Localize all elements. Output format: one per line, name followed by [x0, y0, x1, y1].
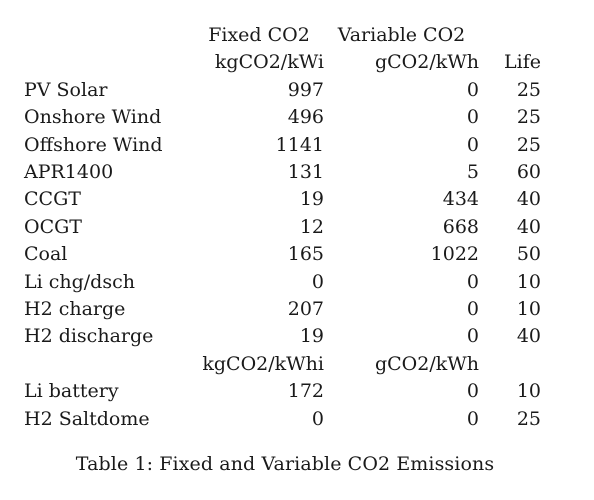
cell-technology-name: APR1400	[24, 161, 114, 184]
cell-technology-name: PV Solar	[24, 78, 108, 101]
cell-variable-co2: 0	[466, 380, 479, 403]
cell-life: 60	[516, 161, 541, 184]
cell-variable-co2: 1022	[430, 243, 479, 266]
cell-life: 25	[516, 106, 541, 129]
table-row: Li chg/dsch 0 0 10	[24, 269, 541, 296]
header-variable-co2: Variable CO2	[337, 24, 466, 46]
header-fixed-unit: kgCO2/kWi	[214, 51, 324, 74]
table-row: CCGT 19 434 40	[24, 186, 541, 213]
table-unit-row: kgCO2/kWi gCO2/kWh Life	[24, 49, 541, 76]
unit-empty-cell	[24, 49, 194, 76]
cell-variable-co2: 0	[466, 270, 479, 293]
cell-life: 25	[516, 407, 541, 430]
subheader-empty-cell	[24, 351, 194, 378]
table-row: APR1400 131 5 60	[24, 159, 541, 186]
subheader-fixed-unit: kgCO2/kWhi	[202, 352, 324, 375]
cell-life: 25	[516, 133, 541, 156]
table-row: Coal 165 1022 50	[24, 241, 541, 268]
cell-fixed-co2: 19	[299, 188, 324, 211]
cell-variable-co2: 668	[442, 215, 479, 238]
cell-technology-name: H2 charge	[24, 298, 126, 321]
table-row: H2 discharge 19 0 40	[24, 323, 541, 350]
header-empty-life-cell	[479, 22, 541, 49]
cell-life: 40	[516, 215, 541, 238]
table-row: PV Solar 997 0 25	[24, 77, 541, 104]
cell-fixed-co2: 131	[287, 161, 324, 184]
cell-technology-name: OCGT	[24, 215, 82, 238]
cell-variable-co2: 0	[466, 78, 479, 101]
cell-life: 10	[516, 270, 541, 293]
table-caption: Table 1: Fixed and Variable CO2 Emission…	[75, 453, 495, 475]
cell-variable-co2: 434	[442, 188, 479, 211]
table-row: Onshore Wind 496 0 25	[24, 104, 541, 131]
header-life: Life	[504, 51, 541, 74]
table-row: OCGT 12 668 40	[24, 214, 541, 241]
subheader-empty-life-cell	[479, 351, 541, 378]
cell-life: 40	[516, 188, 541, 211]
cell-variable-co2: 0	[466, 106, 479, 129]
table-row: H2 charge 207 0 10	[24, 296, 541, 323]
cell-technology-name: H2 discharge	[24, 325, 154, 348]
table-header-row: Fixed CO2 Variable CO2	[24, 22, 541, 49]
table-row: Li battery 172 0 10	[24, 378, 541, 405]
cell-technology-name: Li chg/dsch	[24, 270, 135, 293]
table-row: H2 Saltdome 0 0 25	[24, 406, 541, 433]
cell-fixed-co2: 0	[311, 270, 324, 293]
cell-fixed-co2: 165	[287, 243, 324, 266]
co2-emissions-table: Fixed CO2 Variable CO2 kgCO2/kWi gCO2/kW…	[24, 22, 541, 433]
cell-technology-name: Coal	[24, 243, 68, 266]
cell-fixed-co2: 0	[311, 407, 324, 430]
cell-fixed-co2: 12	[299, 215, 324, 238]
cell-variable-co2: 5	[466, 161, 479, 184]
header-empty-cell	[24, 22, 194, 49]
cell-technology-name: H2 Saltdome	[24, 407, 150, 430]
cell-technology-name: Offshore Wind	[24, 133, 163, 156]
header-variable-unit: gCO2/kWh	[374, 51, 479, 74]
table-body: PV Solar 997 0 25 Onshore Wind 496 0 25 Offshore…	[24, 77, 541, 351]
cell-variable-co2: 0	[466, 298, 479, 321]
cell-life: 40	[516, 325, 541, 348]
storage-table-body: Li battery 172 0 10 H2 Saltdome 0 0 25	[24, 378, 541, 433]
table-subheader-row: kgCO2/kWhi gCO2/kWh	[24, 351, 541, 378]
cell-life: 10	[516, 380, 541, 403]
subheader-variable-unit: gCO2/kWh	[374, 352, 479, 375]
cell-technology-name: Onshore Wind	[24, 106, 162, 129]
cell-fixed-co2: 19	[299, 325, 324, 348]
cell-technology-name: CCGT	[24, 188, 81, 211]
cell-life: 25	[516, 78, 541, 101]
table-row: Offshore Wind 1141 0 25	[24, 132, 541, 159]
cell-variable-co2: 0	[466, 325, 479, 348]
cell-variable-co2: 0	[466, 407, 479, 430]
header-fixed-co2: Fixed CO2	[208, 24, 310, 46]
cell-fixed-co2: 496	[287, 106, 324, 129]
cell-technology-name: Li battery	[24, 380, 119, 403]
cell-fixed-co2: 172	[287, 380, 324, 403]
cell-variable-co2: 0	[466, 133, 479, 156]
cell-fixed-co2: 997	[287, 78, 324, 101]
cell-fixed-co2: 1141	[275, 133, 324, 156]
cell-life: 50	[516, 243, 541, 266]
cell-life: 10	[516, 298, 541, 321]
cell-fixed-co2: 207	[287, 298, 324, 321]
